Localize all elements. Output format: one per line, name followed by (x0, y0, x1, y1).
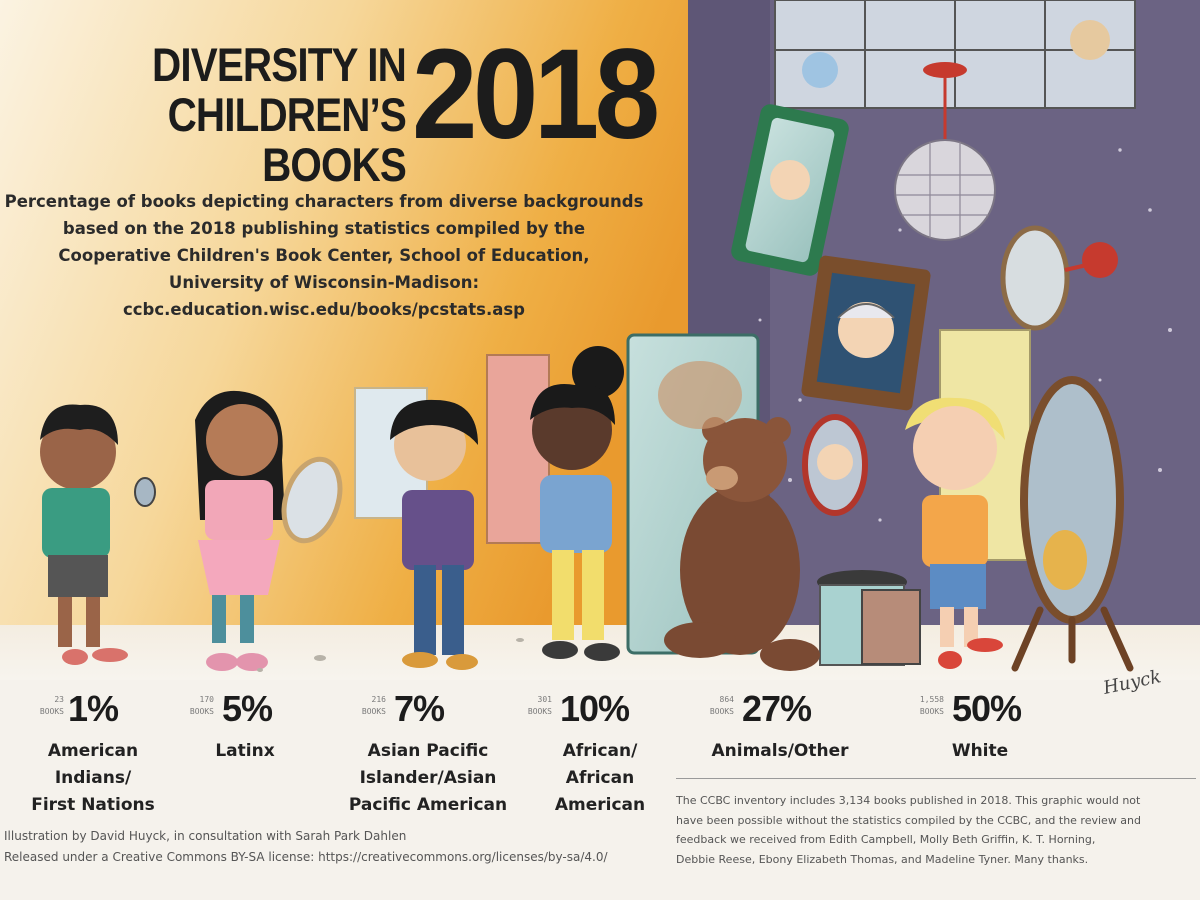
disco-ball (894, 62, 996, 241)
floor-pebbles (257, 638, 524, 672)
book-count: 23 BOOKS (39, 695, 64, 716)
percent-value: 27% (742, 688, 812, 729)
book-count: 301 BOOKS (527, 695, 552, 716)
title-year: 2018 (412, 23, 660, 166)
license-line: Released under a Creative Commons BY-SA … (4, 850, 608, 864)
book-count: 1,558 BOOKS (919, 695, 944, 716)
illustration (0, 0, 1200, 680)
percent-value: 10% (560, 688, 630, 729)
child-latinx (195, 390, 343, 671)
bear (658, 361, 820, 671)
note-line: Debbie Reese, Ebony Elizabeth Thomas, an… (676, 852, 1089, 866)
title-line-2: CHILDREN’S BOOKS (167, 88, 407, 191)
label-white: White (951, 741, 1009, 761)
label-american-indian: American Indians/ First Nations (31, 741, 155, 815)
percent-value: 1% (68, 688, 119, 729)
subtitle-line: University of Wisconsin-Madison: (168, 273, 480, 292)
illustration-credit: Illustration by David Huyck, in consulta… (4, 826, 608, 868)
child-white (905, 397, 1005, 669)
subtitle-line: based on the 2018 publishing statistics … (62, 219, 586, 238)
credit-line: Illustration by David Huyck, in consulta… (4, 829, 407, 843)
label-african-american: African/ African American (554, 741, 646, 815)
child-american-indian (40, 404, 156, 665)
percent-value: 50% (952, 688, 1022, 729)
title-line-1: DIVERSITY IN (152, 38, 407, 91)
ccbc-note: The CCBC inventory includes 3,134 books … (676, 778, 1196, 869)
round-mirror-wall (1000, 225, 1118, 331)
note-line: have been possible without the statistic… (676, 813, 1142, 827)
stool (817, 570, 921, 666)
framed-mirror-astronaut (801, 255, 931, 411)
oval-mirror-red (802, 414, 868, 516)
cheval-mirror (1011, 376, 1134, 672)
subtitle: Percentage of books depicting characters… (4, 188, 644, 323)
subtitle-line: Cooperative Children's Book Center, Scho… (58, 246, 590, 265)
percent-value: 7% (394, 688, 445, 729)
subtitle-url: ccbc.education.wisc.edu/books/pcstats.as… (122, 300, 525, 319)
percent-value: 5% (222, 688, 273, 729)
subtitle-line: Percentage of books depicting characters… (4, 192, 644, 211)
label-asian-pacific: Asian Pacific Islander/Asian Pacific Ame… (348, 741, 508, 815)
child-asian-pacific (390, 399, 478, 670)
label-latinx: Latinx (215, 741, 275, 761)
note-line: The CCBC inventory includes 3,134 books … (676, 794, 1141, 807)
label-animals-other: Animals/Other (711, 741, 849, 761)
book-count: 216 BOOKS (361, 695, 386, 716)
book-count: 864 BOOKS (709, 695, 734, 716)
framed-mirror-king (731, 104, 849, 276)
book-count: 170 BOOKS (189, 695, 214, 716)
note-line: feedback we received from Edith Campbell… (676, 833, 1096, 846)
child-african-american (530, 346, 624, 661)
ceiling-mirror-grid (774, 0, 1136, 109)
title-text: DIVERSITY IN CHILDREN’S BOOKS (62, 38, 407, 191)
